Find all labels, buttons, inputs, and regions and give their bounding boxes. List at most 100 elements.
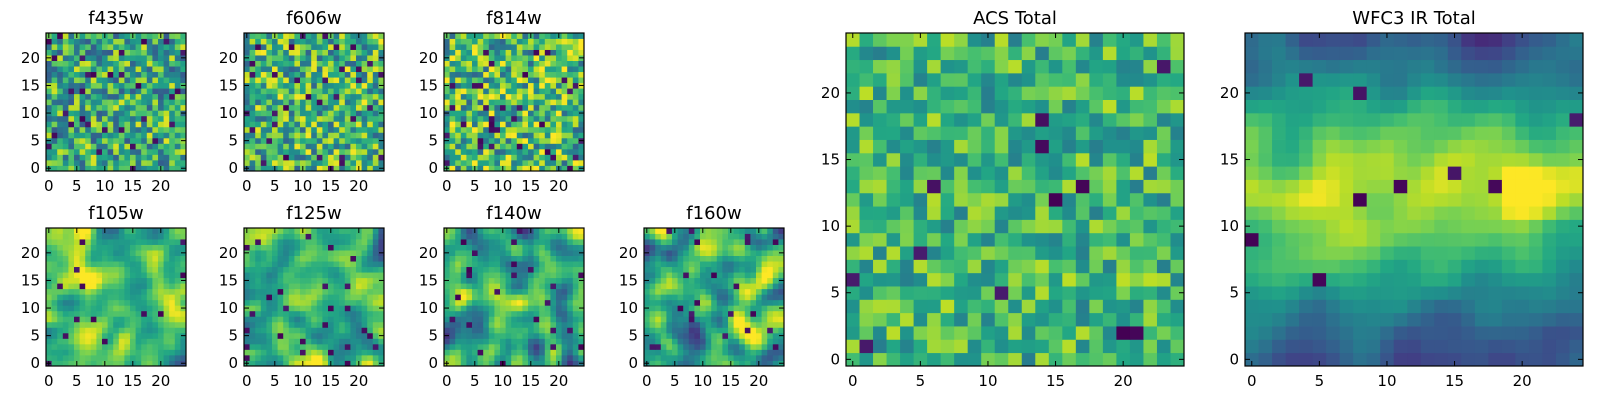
heatmap-cell xyxy=(567,44,574,50)
heatmap-cell xyxy=(266,261,273,268)
heatmap-cell xyxy=(277,332,284,339)
heatmap-cell xyxy=(46,148,52,155)
heatmap-cell xyxy=(146,154,153,161)
heatmap-cell xyxy=(572,338,579,345)
heatmap-cell xyxy=(62,132,69,139)
heatmap-cell xyxy=(533,283,540,290)
heatmap-cell xyxy=(350,143,357,150)
heatmap-cell xyxy=(169,244,176,251)
heatmap-cell xyxy=(146,88,153,95)
heatmap-cell xyxy=(522,104,529,111)
heatmap-cell xyxy=(561,332,568,339)
heatmap-cell xyxy=(756,294,762,301)
heatmap-cell xyxy=(333,33,340,39)
heatmap-cell xyxy=(378,148,385,155)
heatmap-cell xyxy=(1021,246,1036,260)
heatmap-cell xyxy=(494,299,501,306)
heatmap-cell xyxy=(135,104,142,111)
heatmap-cell xyxy=(378,115,385,122)
heatmap-cell xyxy=(367,316,374,323)
heatmap-cell xyxy=(51,299,58,306)
heatmap-cell xyxy=(277,121,284,128)
heatmap-cell xyxy=(1156,206,1171,220)
heatmap-cell xyxy=(572,49,579,56)
heatmap-cell xyxy=(644,288,650,295)
heatmap-cell xyxy=(744,283,751,290)
heatmap-cell xyxy=(711,250,718,256)
heatmap-cell xyxy=(266,99,273,106)
heatmap-cell xyxy=(322,44,329,50)
heatmap-cell xyxy=(51,338,58,345)
heatmap-cell xyxy=(700,288,706,295)
heatmap-cell xyxy=(1116,166,1131,180)
heatmap-cell xyxy=(62,332,69,339)
heatmap-cell xyxy=(146,55,153,61)
heatmap-cell xyxy=(505,88,512,95)
heatmap-cell xyxy=(51,66,58,73)
heatmap-cell xyxy=(107,165,114,172)
heatmap-cell xyxy=(1021,152,1036,167)
heatmap-cell xyxy=(130,255,136,262)
heatmap-cell xyxy=(954,352,969,367)
heatmap-cell xyxy=(688,239,695,245)
heatmap-cell xyxy=(449,316,456,323)
heatmap-cell xyxy=(644,354,650,361)
heatmap-cell xyxy=(472,49,478,56)
heatmap-cell xyxy=(141,159,148,166)
heatmap-cell xyxy=(333,294,340,301)
heatmap-cell xyxy=(739,266,746,273)
heatmap-cell xyxy=(711,316,718,323)
heatmap-cell xyxy=(444,99,450,106)
heatmap-cell xyxy=(722,277,729,284)
heatmap-cell xyxy=(266,266,273,273)
heatmap-cell xyxy=(46,261,52,268)
heatmap-cell xyxy=(272,321,278,328)
heatmap-cell xyxy=(328,71,334,78)
heatmap-cell xyxy=(249,115,256,122)
heatmap-cell xyxy=(169,233,176,240)
heatmap-cell xyxy=(711,349,718,356)
heatmap-cell xyxy=(152,66,159,73)
heatmap-cell xyxy=(152,343,159,350)
heatmap-cell xyxy=(466,77,473,84)
heatmap-cell xyxy=(255,159,262,166)
heatmap-cell xyxy=(511,255,518,262)
heatmap-cell xyxy=(578,255,585,262)
heatmap-cell xyxy=(550,244,557,251)
heatmap-cell xyxy=(378,44,385,50)
heatmap-cell xyxy=(272,250,278,256)
heatmap-cell xyxy=(107,299,114,306)
heatmap-cell xyxy=(85,38,92,45)
heatmap-cell xyxy=(516,115,523,122)
heatmap-cell xyxy=(1021,232,1036,247)
heatmap-cell xyxy=(372,255,379,262)
heatmap-cell xyxy=(74,148,80,155)
heatmap-cell xyxy=(277,104,284,111)
heatmap-cell xyxy=(62,115,69,122)
heatmap-cell xyxy=(46,299,52,306)
heatmap-cell xyxy=(85,321,92,328)
heatmap-cell xyxy=(927,179,942,194)
heatmap-cell xyxy=(522,137,529,144)
heatmap-cell xyxy=(322,228,329,234)
heatmap-cell xyxy=(483,99,490,106)
heatmap-cell xyxy=(722,244,729,251)
heatmap-cell xyxy=(694,233,701,240)
heatmap-cell xyxy=(886,259,901,274)
heatmap-cell xyxy=(700,277,706,284)
heatmap-cell xyxy=(761,233,768,240)
heatmap-cell xyxy=(152,143,159,150)
heatmap-cell xyxy=(677,255,684,262)
heatmap-cell xyxy=(266,327,273,334)
heatmap-cell xyxy=(1062,166,1077,180)
heatmap-cell xyxy=(444,343,450,350)
heatmap-cell xyxy=(361,343,368,350)
heatmap-cell xyxy=(316,33,323,39)
heatmap-cell xyxy=(124,71,131,78)
heatmap-cell xyxy=(344,82,351,89)
heatmap-cell xyxy=(90,288,97,295)
heatmap-cell xyxy=(68,354,75,361)
heatmap-cell xyxy=(500,354,506,361)
